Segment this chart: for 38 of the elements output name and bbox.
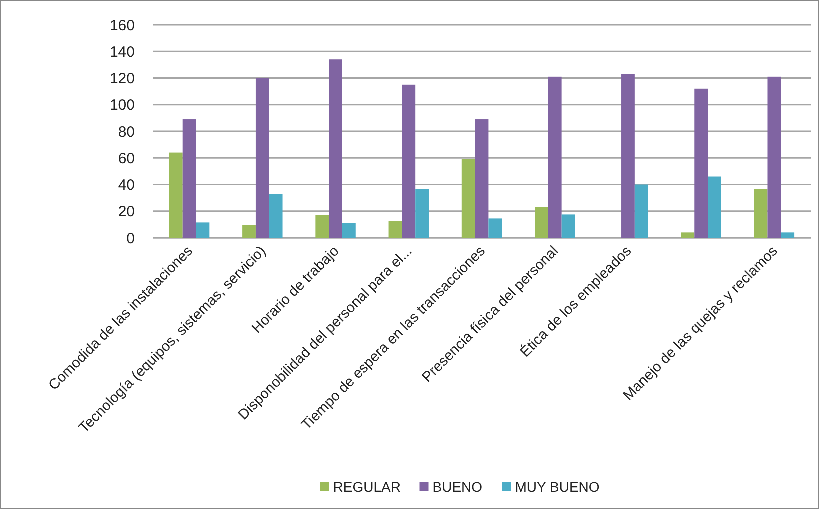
- bar: [242, 225, 256, 238]
- bar: [634, 184, 648, 238]
- bar: [681, 232, 695, 238]
- bar: [781, 232, 795, 238]
- y-tick-label: 40: [118, 177, 135, 194]
- bar: [548, 76, 562, 238]
- bar: [622, 74, 635, 238]
- bar: [416, 189, 429, 238]
- legend-label: REGULAR: [333, 478, 401, 495]
- y-tick-label: 60: [118, 150, 135, 168]
- y-tick-label: 120: [110, 70, 135, 88]
- bar: [488, 218, 502, 238]
- bar: [562, 214, 576, 238]
- bar: [388, 221, 402, 238]
- bar: [342, 223, 356, 238]
- y-tick-label: 0: [126, 230, 135, 248]
- bar: [708, 176, 722, 238]
- y-tick-label: 80: [118, 124, 135, 141]
- legend-label: MUY BUENO: [515, 478, 600, 495]
- legend-label: BUENO: [432, 478, 483, 495]
- bar: [462, 159, 476, 238]
- y-tick-label: 20: [118, 204, 135, 221]
- bar: [316, 215, 330, 238]
- bar: [169, 152, 183, 238]
- bar: [768, 76, 782, 238]
- bar: [754, 189, 768, 238]
- bar: [329, 60, 342, 238]
- y-tick-label: 160: [110, 17, 135, 34]
- bar: [694, 88, 708, 238]
- bar: [535, 207, 548, 238]
- bar: [475, 120, 489, 238]
- y-tick-label: 140: [110, 44, 135, 61]
- y-tick-label: 100: [110, 97, 135, 114]
- bar: [256, 78, 270, 238]
- bar: [402, 84, 416, 238]
- bar: [196, 222, 210, 238]
- bar: [182, 120, 196, 238]
- bar: [269, 194, 283, 238]
